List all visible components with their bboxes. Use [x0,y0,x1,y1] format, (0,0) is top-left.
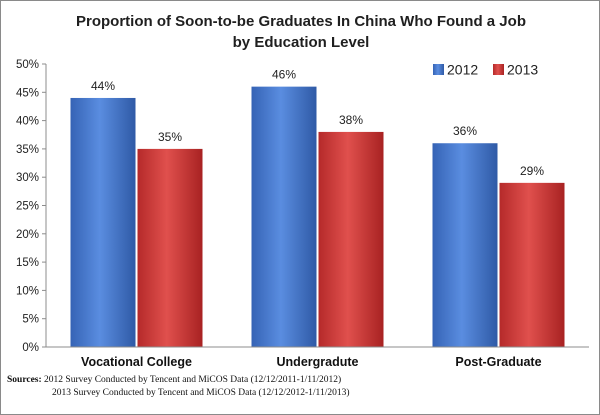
bar-2013-undergradute [318,131,384,347]
x-axis: Vocational College Undergradute Post-Gradu… [46,346,589,369]
sources-note: Sources: 2012 Survey Conducted by Tencen… [7,374,350,400]
chart-title-line-1: Proportion of Soon-to-be Graduates In Ch… [76,13,526,30]
source-line-2013: 2013 Survey Conducted by Tencent and MiC… [52,388,350,398]
y-tick-label: 50% [16,59,39,71]
y-tick-label: 0% [22,342,39,354]
y-tick-label: 20% [16,229,39,241]
y-tick-label: 45% [16,87,39,99]
chart-title: Proportion of Soon-to-be Graduates In Ch… [76,13,526,51]
y-axis: 0% 5% 10% 15% 20% 25% 30% 35% 40% 45% 50% [16,59,47,354]
data-label-2012-vocational-college: 44% [91,79,115,93]
x-category-label: Post-Graduate [455,355,541,369]
bar-2012-vocational-college [70,97,136,348]
x-category-label: Undergradute [277,355,359,369]
bar-2012-undergradute [251,86,317,347]
sources-label: Sources: [7,375,42,385]
data-label-2013-vocational-college: 35% [158,130,182,144]
data-label-2012-undergradute: 46% [272,68,296,82]
y-tick-label: 30% [16,172,39,184]
bars: 44% 35% 46% 38% 36% 29% [70,68,565,348]
source-line-2012: 2012 Survey Conducted by Tencent and MiC… [44,375,342,385]
chart-title-line-2: by Education Level [233,34,370,51]
y-tick-label: 35% [16,144,39,156]
bar-2012-post-graduate [432,143,498,347]
legend-swatch-2012 [433,64,444,75]
y-tick-label: 40% [16,116,39,128]
legend-swatch-2013 [493,64,504,75]
bar-2013-post-graduate [499,182,565,347]
x-category-label: Vocational College [81,355,192,369]
y-tick-label: 25% [16,201,39,213]
legend-label-2012: 2012 [447,62,478,78]
bar-chart: Proportion of Soon-to-be Graduates In Ch… [16,13,589,369]
y-tick-label: 15% [16,257,39,269]
legend-label-2013: 2013 [507,62,538,78]
data-label-2013-undergradute: 38% [339,113,363,127]
legend: 2012 2013 [433,62,538,78]
data-label-2013-post-graduate: 29% [520,164,544,178]
bar-2013-vocational-college [137,148,203,347]
y-tick-label: 5% [22,314,39,326]
data-label-2012-post-graduate: 36% [453,124,477,138]
y-tick-label: 10% [16,285,39,297]
